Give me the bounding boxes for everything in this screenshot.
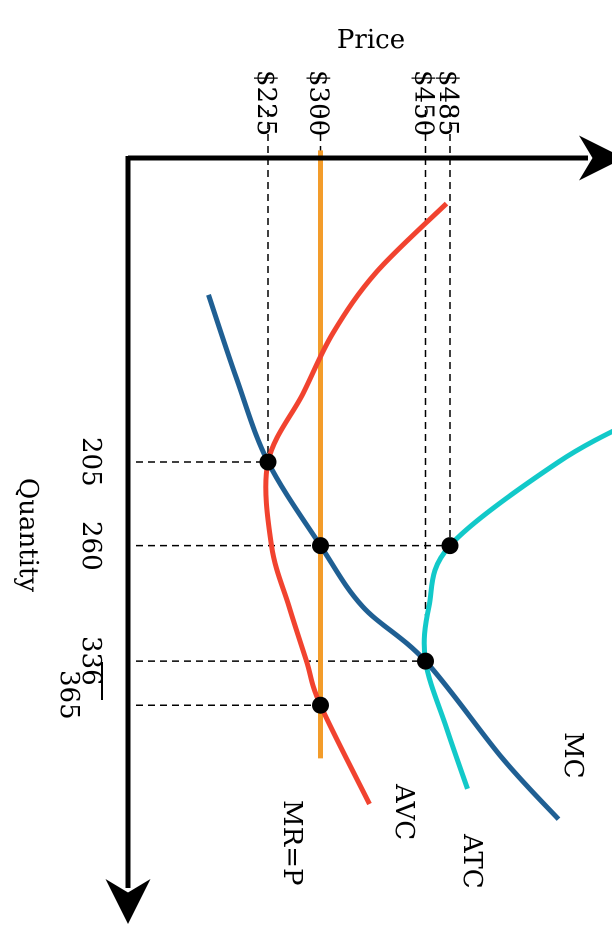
quantity-tick-260: 260 — [76, 521, 106, 571]
quantity-tick-205: 205 — [76, 437, 106, 487]
price-tick-300: $300 — [304, 70, 334, 136]
intersection-point-2 — [312, 537, 329, 555]
quantity-axis-label: Quantity — [13, 478, 43, 593]
intersection-point-3 — [441, 537, 459, 555]
price-axis-label: Price — [337, 25, 405, 55]
series-label-mc-curve: MC — [558, 732, 588, 779]
series-label-avc-curve: AVC — [389, 783, 419, 840]
price-tick-450: $450 — [409, 70, 439, 136]
atc-curve — [421, 428, 612, 790]
price-tick-225: $225 — [251, 70, 281, 136]
quantity-tick-365: 365 — [54, 670, 84, 720]
intersection-point-4 — [417, 652, 434, 670]
avc-curve — [263, 201, 449, 806]
mc-curve — [206, 294, 561, 821]
series-label-atc-curve: ATC — [457, 833, 487, 889]
series-label-mr-line: MR=P — [277, 800, 307, 885]
intersection-point-1 — [259, 453, 277, 471]
intersection-point-5 — [312, 696, 329, 714]
price-tick-485: $485 — [433, 70, 463, 136]
